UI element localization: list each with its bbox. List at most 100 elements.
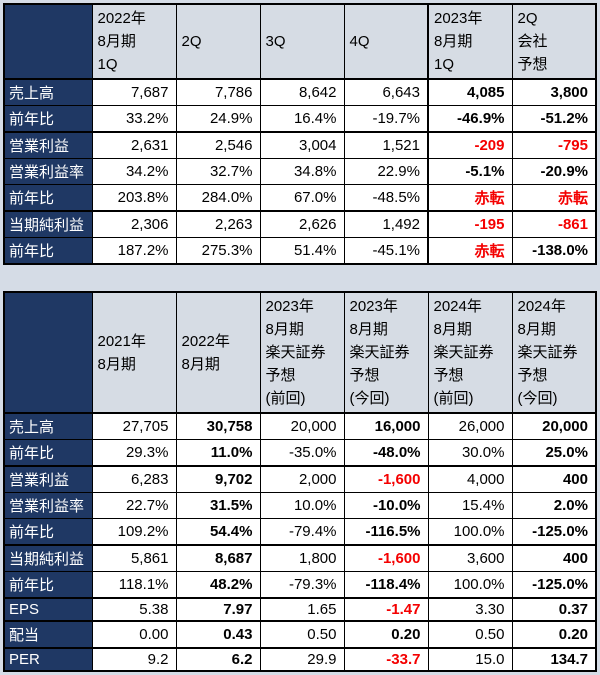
data-cell: 4,085 xyxy=(427,78,513,106)
column-header: 2021年 8月期 xyxy=(91,291,177,414)
row-label: EPS xyxy=(3,597,93,622)
row-label: 売上高 xyxy=(3,412,93,440)
corner-cell xyxy=(3,291,93,414)
column-header: 2023年 8月期 1Q xyxy=(427,3,513,80)
data-cell: 134.7 xyxy=(511,647,597,672)
data-cell: 15.4% xyxy=(427,492,513,519)
data-cell: 67.0% xyxy=(259,184,345,212)
data-cell: 2,631 xyxy=(91,131,177,159)
data-cell: 1,800 xyxy=(259,544,345,572)
data-cell: 0.37 xyxy=(511,597,597,622)
column-header-line: 1Q xyxy=(434,56,455,73)
row-label: 営業利益 xyxy=(3,131,93,159)
data-cell: 29.3% xyxy=(91,439,177,467)
data-cell: 29.9 xyxy=(259,647,345,672)
data-cell: 7,786 xyxy=(175,78,261,106)
header-row: 2022年 8月期 1Q 2Q 3Q 4Q 2023年 8月期 1Q 2Q 会社 予想 xyxy=(3,3,597,80)
data-cell: 284.0% xyxy=(175,184,261,212)
column-header-line: 8月期 xyxy=(433,321,472,338)
column-header: 2Q xyxy=(175,3,261,80)
column-header: 2Q 会社 予想 xyxy=(511,3,597,80)
data-cell: -209 xyxy=(427,131,513,159)
column-header-line: 予想 xyxy=(433,367,464,384)
data-cell: -1,600 xyxy=(343,544,429,572)
table-row: 営業利益 6,283 9,702 2,000 -1,600 4,000 400 xyxy=(3,465,597,493)
table-row: 営業利益 2,631 2,546 3,004 1,521 -209 -795 xyxy=(3,131,597,159)
data-cell: 16,000 xyxy=(343,412,429,440)
data-cell: 2,263 xyxy=(175,210,261,238)
table-row: 前年比 118.1% 48.2% -79.3% -118.4% 100.0% -125.0% xyxy=(3,571,597,599)
table-row: 前年比 187.2% 275.3% 51.4% -45.1% 赤転 -138.0% xyxy=(3,237,597,265)
column-header-line: 2021年 xyxy=(97,332,146,350)
data-cell: 400 xyxy=(511,465,597,493)
data-cell: 4,000 xyxy=(427,465,513,493)
data-cell: 33.2% xyxy=(91,105,177,133)
data-cell: 15.0 xyxy=(427,647,513,672)
data-cell: 400 xyxy=(511,544,597,572)
data-cell: 6,643 xyxy=(343,78,429,106)
data-cell: 赤転 xyxy=(427,237,513,265)
column-header-line: (前回) xyxy=(265,390,306,407)
data-cell: -5.1% xyxy=(427,158,513,185)
data-cell: 22.7% xyxy=(91,492,177,519)
column-header-line: 8月期 xyxy=(181,355,220,373)
data-cell: -125.0% xyxy=(511,518,597,546)
column-header: 2024年 8月期 楽天証券 予想 (前回) xyxy=(427,291,513,414)
table-row: 当期純利益 5,861 8,687 1,800 -1,600 3,600 400 xyxy=(3,544,597,572)
table-row: 当期純利益 2,306 2,263 2,626 1,492 -195 -861 xyxy=(3,210,597,238)
data-cell: 275.3% xyxy=(175,237,261,265)
row-label: 売上高 xyxy=(3,78,93,106)
data-cell: -138.0% xyxy=(511,237,597,265)
data-cell: 100.0% xyxy=(427,518,513,546)
table-row: 前年比 203.8% 284.0% 67.0% -48.5% 赤転 赤転 xyxy=(3,184,597,212)
corner-cell xyxy=(3,3,93,80)
column-header-line: 予想 xyxy=(517,56,548,73)
column-header: 2023年 8月期 楽天証券 予想 (前回) xyxy=(259,291,345,414)
data-cell: 10.0% xyxy=(259,492,345,519)
data-cell: -33.7 xyxy=(343,647,429,672)
data-cell: -1.47 xyxy=(343,597,429,622)
data-cell: -79.3% xyxy=(259,571,345,599)
column-header: 2022年 8月期 1Q xyxy=(91,3,177,80)
data-cell: -116.5% xyxy=(343,518,429,546)
column-header-line: 2023年 xyxy=(434,10,483,27)
data-cell: 1,521 xyxy=(343,131,429,159)
data-cell: 2,546 xyxy=(175,131,261,159)
data-cell: 9,702 xyxy=(175,465,261,493)
data-cell: -19.7% xyxy=(343,105,429,133)
column-header-line: 2022年 xyxy=(181,332,230,350)
data-cell: 11.0% xyxy=(175,439,261,467)
data-cell: 2,000 xyxy=(259,465,345,493)
column-header-line: 楽天証券 xyxy=(349,344,410,361)
data-cell: -118.4% xyxy=(343,571,429,599)
data-cell: 9.2 xyxy=(91,647,177,672)
column-header-line: 予想 xyxy=(349,367,380,384)
data-cell: 2.0% xyxy=(511,492,597,519)
data-cell: 27,705 xyxy=(91,412,177,440)
row-label: 営業利益率 xyxy=(3,492,93,519)
annual-forecast-table: 2021年 8月期 2022年 8月期 2023年 8月期 楽天証券 予想 (前回) 2023年 8… xyxy=(3,291,597,672)
data-cell: -51.2% xyxy=(511,105,597,133)
row-label: 前年比 xyxy=(3,184,93,212)
column-header-line: 4Q xyxy=(349,33,370,50)
data-cell: 5.38 xyxy=(91,597,177,622)
column-header: 2024年 8月期 楽天証券 予想 (今回) xyxy=(511,291,597,414)
row-label: 前年比 xyxy=(3,518,93,546)
column-header-line: 2022年 xyxy=(97,10,146,27)
data-cell: 赤転 xyxy=(427,184,513,212)
data-cell: 32.7% xyxy=(175,158,261,185)
table-row: 売上高 27,705 30,758 20,000 16,000 26,000 20,000 xyxy=(3,412,597,440)
table-row: 配当 0.00 0.43 0.50 0.20 0.50 0.20 xyxy=(3,620,597,649)
column-header-line: 8月期 xyxy=(97,33,136,50)
data-cell: 48.2% xyxy=(175,571,261,599)
row-label: 前年比 xyxy=(3,439,93,467)
data-cell: 31.5% xyxy=(175,492,261,519)
column-header-line: 2023年 xyxy=(265,298,314,315)
data-cell: -35.0% xyxy=(259,439,345,467)
table-row: 営業利益率 22.7% 31.5% 10.0% -10.0% 15.4% 2.0% xyxy=(3,492,597,519)
column-header-line: (今回) xyxy=(517,390,558,407)
column-header-line: 予想 xyxy=(517,367,548,384)
data-cell: 8,687 xyxy=(175,544,261,572)
column-header-line: 予想 xyxy=(265,367,296,384)
